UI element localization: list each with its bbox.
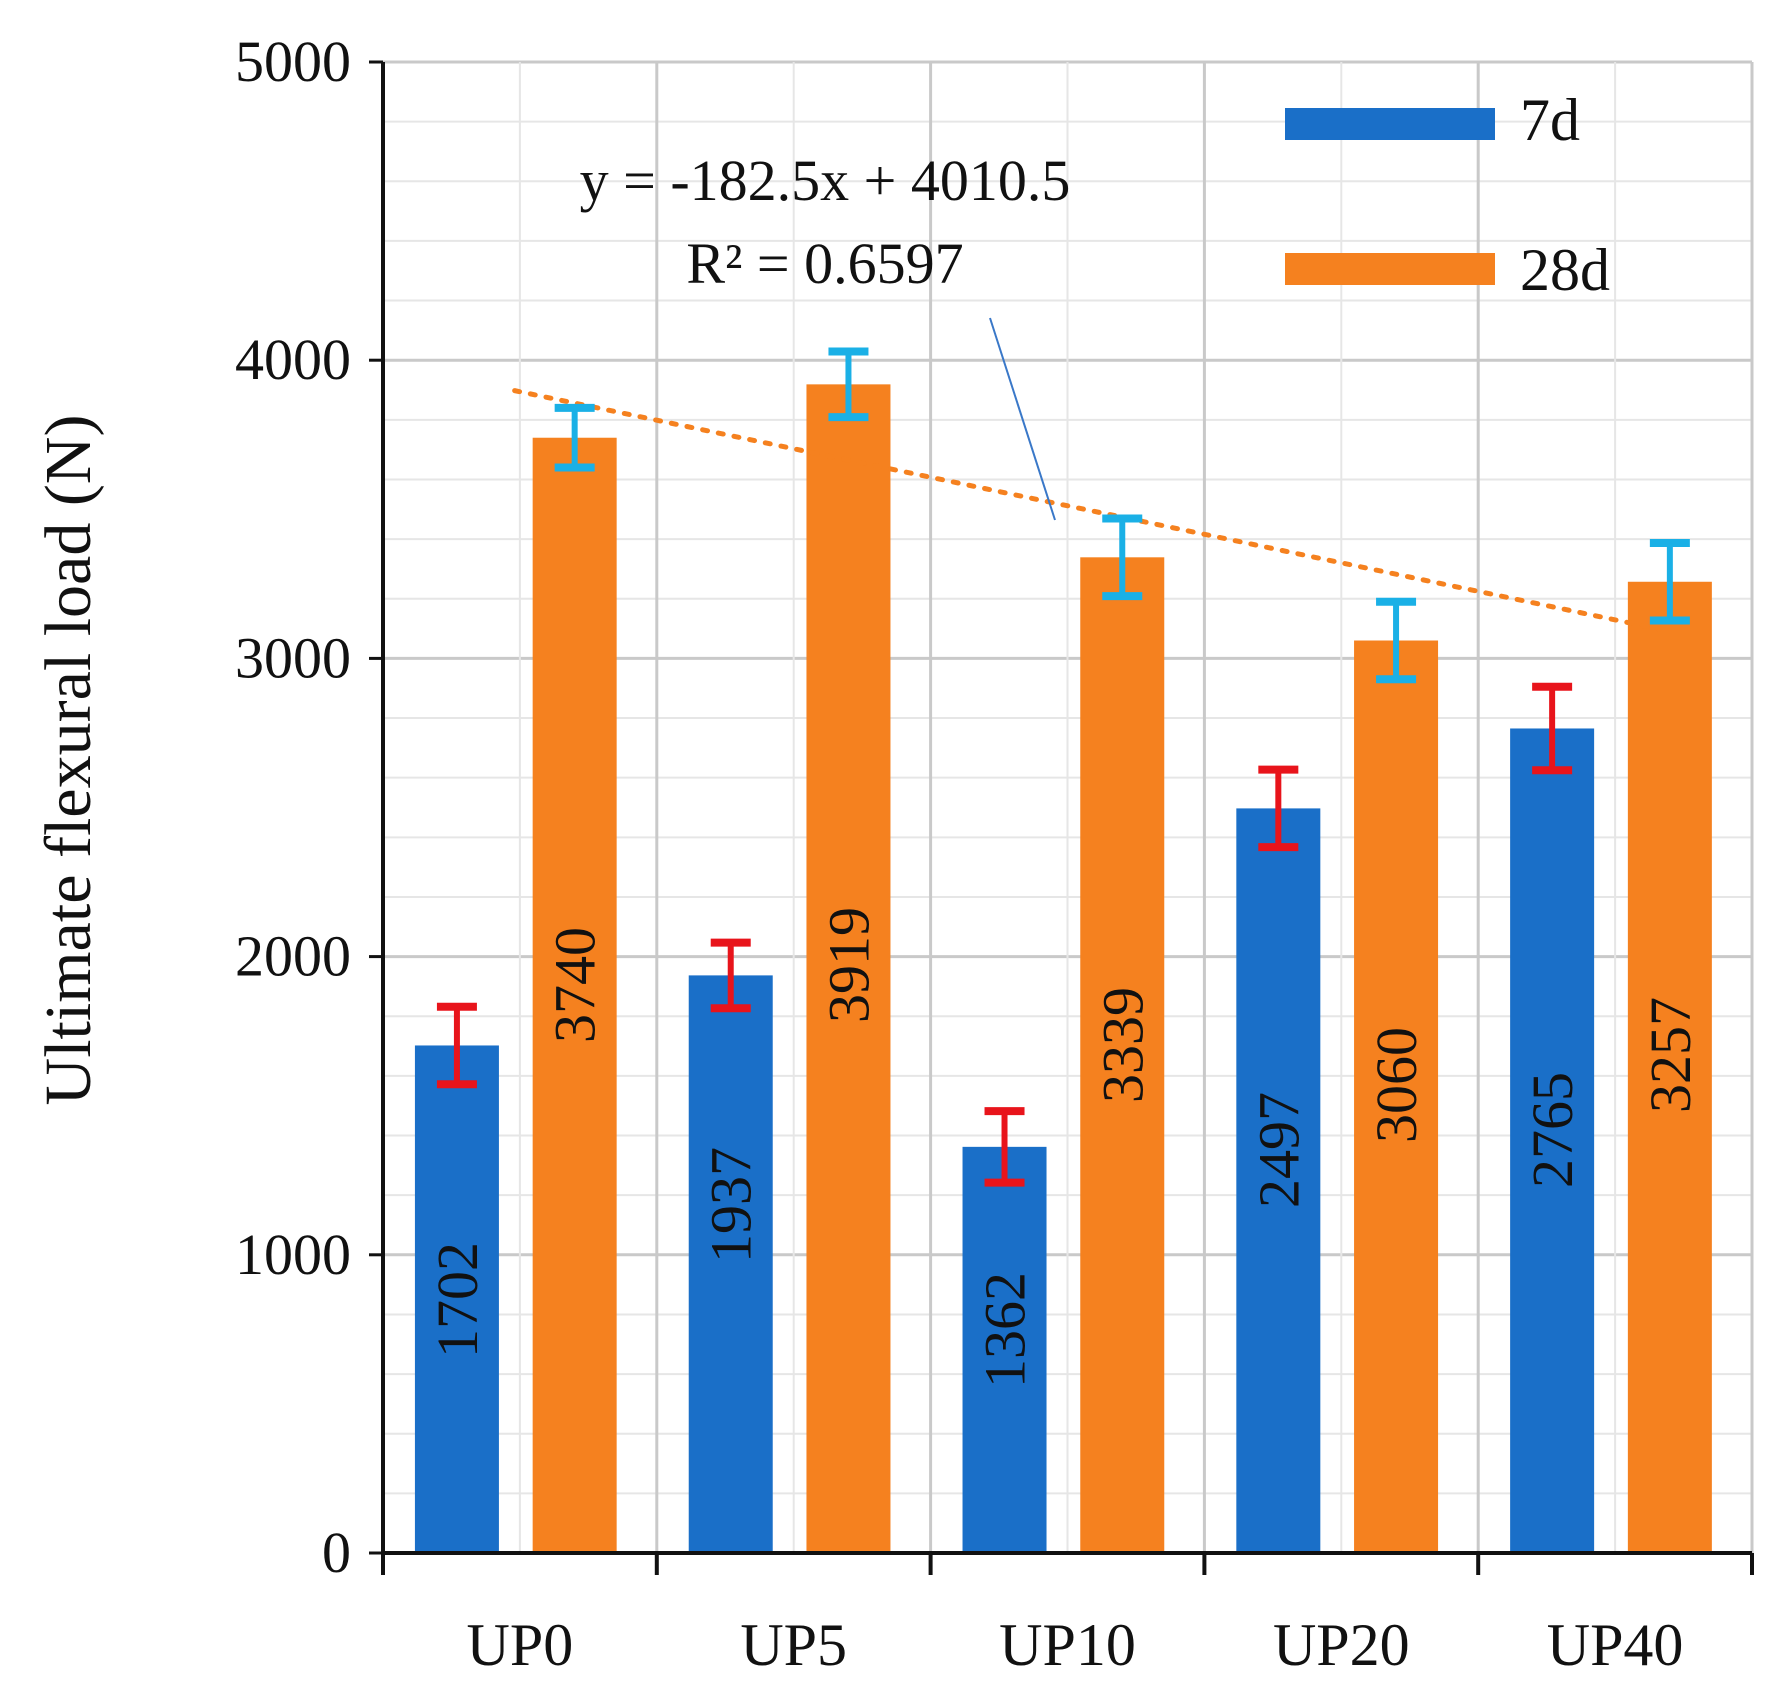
bar-28d-UP40 bbox=[1627, 581, 1712, 1553]
data-label-7d-UP0: 1702 bbox=[425, 1242, 490, 1358]
error-bar-7d-UP5 bbox=[710, 938, 751, 1013]
legend-label-28d: 28d bbox=[1520, 237, 1610, 303]
bar-7d-UP20 bbox=[1236, 808, 1321, 1553]
data-label-7d-UP20: 2497 bbox=[1246, 1092, 1311, 1208]
error-bar-7d-UP40 bbox=[1532, 682, 1573, 775]
legend-swatch-28d bbox=[1285, 253, 1495, 285]
data-label-28d-UP10: 3339 bbox=[1090, 987, 1155, 1103]
error-bars bbox=[436, 347, 1690, 1187]
error-bar-7d-UP0 bbox=[436, 1002, 477, 1089]
error-bar-7d-UP20 bbox=[1258, 765, 1299, 852]
legend: 7d 28d bbox=[1285, 87, 1610, 303]
y-tick-label: 3000 bbox=[235, 625, 351, 690]
trendline-annotation: y = -182.5x + 4010.5 R² = 0.6597 bbox=[580, 148, 1071, 296]
error-bar-28d-UP10 bbox=[1102, 514, 1143, 601]
y-tick-label: 0 bbox=[322, 1520, 351, 1585]
data-label-7d-UP40: 2765 bbox=[1520, 1072, 1585, 1188]
bar-7d-UP0 bbox=[414, 1045, 499, 1553]
trendline-r-squared: R² = 0.6597 bbox=[686, 231, 963, 296]
bar-28d-UP20 bbox=[1354, 640, 1439, 1553]
bar-7d-UP5 bbox=[688, 975, 773, 1553]
x-tick-label-UP0: UP0 bbox=[467, 1612, 574, 1678]
legend-swatch-7d bbox=[1285, 108, 1495, 140]
x-tick-label-UP40: UP40 bbox=[1547, 1612, 1684, 1678]
data-label-28d-UP0: 3740 bbox=[543, 927, 608, 1043]
data-label-28d-UP5: 3919 bbox=[816, 907, 881, 1023]
y-axis-title: Ultimate flexural load (N) bbox=[32, 415, 105, 1106]
legend-label-7d: 7d bbox=[1520, 87, 1580, 153]
axes: 0 1000 2000 3000 4000 5000 UP0 UP5 UP10 UP20 UP40 bbox=[235, 29, 1754, 1678]
x-tick-label-UP10: UP10 bbox=[999, 1612, 1136, 1678]
bar-7d-UP40 bbox=[1510, 728, 1595, 1553]
data-labels: 1702 1937 1362 2497 2765 3740 3919 3339 3060 3257 bbox=[425, 907, 1703, 1388]
data-label-7d-UP5: 1937 bbox=[699, 1147, 764, 1263]
error-bar-28d-UP0 bbox=[554, 403, 595, 472]
y-tick-label: 4000 bbox=[235, 327, 351, 392]
bar-7d-UP10 bbox=[962, 1146, 1047, 1553]
y-tick-label: 1000 bbox=[235, 1222, 351, 1287]
x-tick-label-UP20: UP20 bbox=[1273, 1612, 1410, 1678]
error-bar-28d-UP40 bbox=[1649, 538, 1690, 625]
y-tick-label: 5000 bbox=[235, 29, 351, 94]
bars bbox=[414, 384, 1712, 1554]
data-label-7d-UP10: 1362 bbox=[973, 1272, 1038, 1388]
error-bar-28d-UP20 bbox=[1376, 597, 1417, 684]
trendline-equation: y = -182.5x + 4010.5 bbox=[580, 148, 1071, 213]
bar-28d-UP10 bbox=[1080, 557, 1165, 1553]
trendline-leader bbox=[989, 317, 1056, 521]
error-bar-28d-UP5 bbox=[828, 347, 869, 422]
data-label-28d-UP20: 3060 bbox=[1364, 1027, 1429, 1143]
data-label-28d-UP40: 3257 bbox=[1638, 997, 1703, 1113]
y-tick-label: 2000 bbox=[235, 924, 351, 989]
trendline-layer bbox=[512, 317, 1663, 632]
trendline bbox=[512, 388, 1663, 632]
bar-28d-UP0 bbox=[532, 437, 617, 1554]
error-bar-7d-UP10 bbox=[984, 1107, 1025, 1187]
bar-28d-UP5 bbox=[806, 384, 891, 1553]
x-tick-label-UP5: UP5 bbox=[740, 1612, 847, 1678]
